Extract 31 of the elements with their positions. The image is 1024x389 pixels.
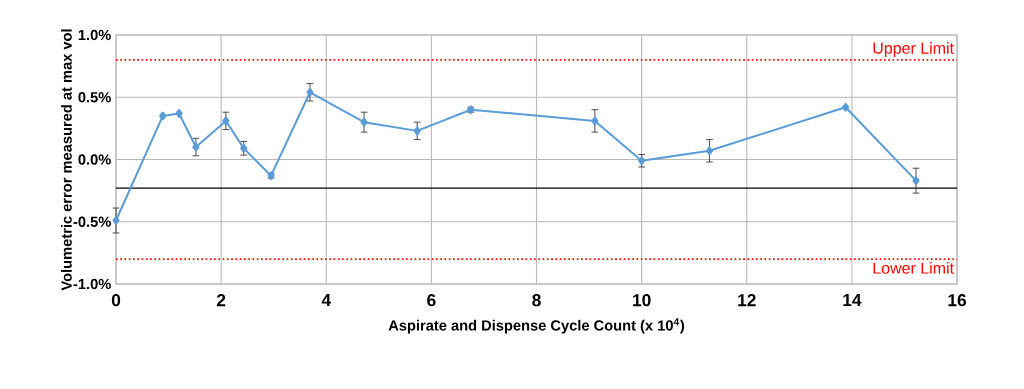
- ref-line-label: Lower Limit: [873, 262, 954, 274]
- point: [591, 116, 599, 126]
- y-tick-label: -0.5%: [73, 216, 111, 227]
- x-tick-label: 14: [843, 294, 862, 306]
- x-axis-title: Aspirate and Dispense Cycle Count (x 10$^{4}$): [388, 318, 685, 334]
- point: [240, 143, 248, 153]
- point: [112, 216, 120, 225]
- x-tick-label: 6: [427, 294, 436, 307]
- point: [360, 117, 368, 127]
- y-tick-label: 1.0%: [78, 29, 111, 41]
- x-tick-label: 0: [111, 294, 121, 307]
- y-tick-label: 0.5%: [78, 92, 111, 103]
- ref-line-label: Upper Limit: [873, 42, 954, 57]
- point: [175, 108, 183, 118]
- x-tick-label: 16: [948, 294, 967, 307]
- x-tick-label: 8: [532, 294, 541, 307]
- x-tick-label: 2: [216, 294, 226, 307]
- x-tick-label: 12: [738, 294, 756, 307]
- point: [192, 142, 200, 152]
- point: [222, 116, 230, 126]
- point: [159, 111, 167, 121]
- x-tick-label: 10: [633, 294, 651, 307]
- point: [413, 126, 421, 136]
- y-tick-label: 0.0%: [78, 154, 111, 165]
- x-tick-label: 4: [321, 294, 331, 306]
- point: [912, 176, 920, 186]
- y-axis-title: Volumetric error measured at max vol: [61, 29, 72, 291]
- point: [705, 146, 714, 156]
- y-tick-label: -1.0%: [73, 278, 111, 290]
- point: [841, 102, 850, 112]
- point: [306, 87, 314, 97]
